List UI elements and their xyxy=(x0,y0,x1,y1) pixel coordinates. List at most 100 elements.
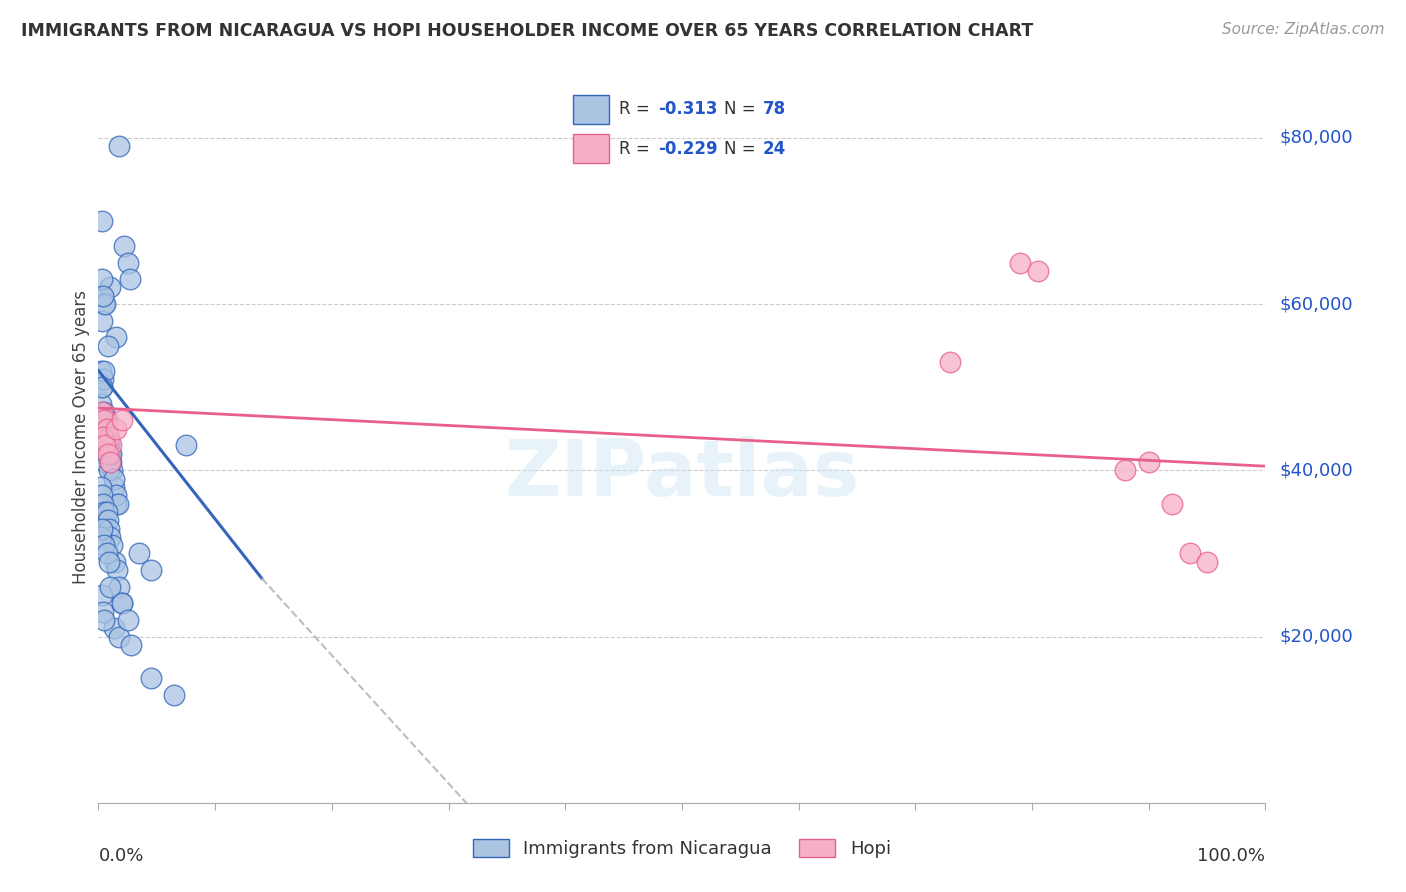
Point xyxy=(108,630,131,644)
Point xyxy=(94,297,117,311)
Point xyxy=(97,555,120,569)
Point xyxy=(96,505,118,519)
Point xyxy=(97,438,120,452)
Point xyxy=(120,638,142,652)
Point xyxy=(96,447,118,461)
Point xyxy=(105,563,128,577)
Point xyxy=(91,430,114,444)
Point xyxy=(91,413,114,427)
Point xyxy=(101,463,124,477)
Point xyxy=(93,405,115,419)
Point xyxy=(939,355,962,369)
Point xyxy=(101,538,124,552)
Point xyxy=(1114,463,1136,477)
Point xyxy=(90,405,112,419)
Text: 100.0%: 100.0% xyxy=(1198,847,1265,864)
Point xyxy=(1197,555,1219,569)
Text: $80,000: $80,000 xyxy=(1279,128,1353,147)
Point xyxy=(93,297,115,311)
Point xyxy=(94,422,117,436)
Point xyxy=(139,671,162,685)
Point xyxy=(90,214,112,228)
Point xyxy=(139,563,162,577)
Point xyxy=(93,613,115,627)
Point xyxy=(94,513,117,527)
Point xyxy=(97,430,120,444)
Point xyxy=(98,455,121,469)
Point xyxy=(117,613,139,627)
Point xyxy=(108,580,131,594)
Point xyxy=(118,272,141,286)
Point xyxy=(90,488,112,502)
Point xyxy=(100,455,122,469)
Point xyxy=(90,521,112,535)
Point xyxy=(90,380,112,394)
Point xyxy=(90,430,112,444)
Point xyxy=(91,447,114,461)
Text: ZIPatlas: ZIPatlas xyxy=(505,435,859,512)
Point xyxy=(91,289,114,303)
Point xyxy=(97,438,120,452)
Point xyxy=(93,363,115,377)
Point xyxy=(1137,455,1160,469)
Point xyxy=(98,530,121,544)
Point xyxy=(90,397,112,411)
Point xyxy=(97,513,120,527)
Point xyxy=(96,422,118,436)
Point xyxy=(93,538,115,552)
Point xyxy=(90,422,112,436)
Point xyxy=(103,472,125,486)
Point xyxy=(1178,546,1201,560)
Point xyxy=(91,497,114,511)
Point xyxy=(90,363,112,377)
Point xyxy=(107,497,129,511)
Text: IMMIGRANTS FROM NICARAGUA VS HOPI HOUSEHOLDER INCOME OVER 65 YEARS CORRELATION C: IMMIGRANTS FROM NICARAGUA VS HOPI HOUSEH… xyxy=(21,22,1033,40)
Point xyxy=(163,688,186,702)
Point xyxy=(1010,255,1032,269)
Point xyxy=(97,463,120,477)
Point xyxy=(90,530,112,544)
Point xyxy=(91,605,114,619)
Point xyxy=(96,413,118,427)
Point xyxy=(98,447,121,461)
Point xyxy=(93,438,115,452)
Point xyxy=(104,422,127,436)
Legend: Immigrants from Nicaragua, Hopi: Immigrants from Nicaragua, Hopi xyxy=(464,830,900,867)
Point xyxy=(174,438,197,452)
Text: Source: ZipAtlas.com: Source: ZipAtlas.com xyxy=(1222,22,1385,37)
Point xyxy=(98,580,121,594)
Point xyxy=(103,621,125,635)
Text: $20,000: $20,000 xyxy=(1279,628,1353,646)
Point xyxy=(108,139,131,153)
Point xyxy=(103,480,125,494)
Point xyxy=(1161,497,1184,511)
Point xyxy=(128,546,150,560)
Point xyxy=(111,413,134,427)
Point xyxy=(104,555,127,569)
Point xyxy=(112,239,135,253)
Point xyxy=(100,438,122,452)
Point xyxy=(117,255,139,269)
Point xyxy=(94,438,117,452)
Point xyxy=(97,447,120,461)
Point xyxy=(98,455,121,469)
Point xyxy=(104,488,127,502)
Y-axis label: Householder Income Over 65 years: Householder Income Over 65 years xyxy=(72,290,90,584)
Point xyxy=(98,280,121,294)
Point xyxy=(97,521,120,535)
Point xyxy=(90,314,112,328)
Point xyxy=(90,480,112,494)
Point xyxy=(111,596,134,610)
Point xyxy=(91,372,114,386)
Point xyxy=(93,413,115,427)
Point xyxy=(104,497,127,511)
Point xyxy=(90,272,112,286)
Point xyxy=(111,596,134,610)
Point xyxy=(104,330,127,344)
Point xyxy=(1026,264,1049,278)
Point xyxy=(100,447,122,461)
Text: 0.0%: 0.0% xyxy=(98,847,143,864)
Text: $60,000: $60,000 xyxy=(1279,295,1353,313)
Point xyxy=(94,455,117,469)
Point xyxy=(97,338,120,352)
